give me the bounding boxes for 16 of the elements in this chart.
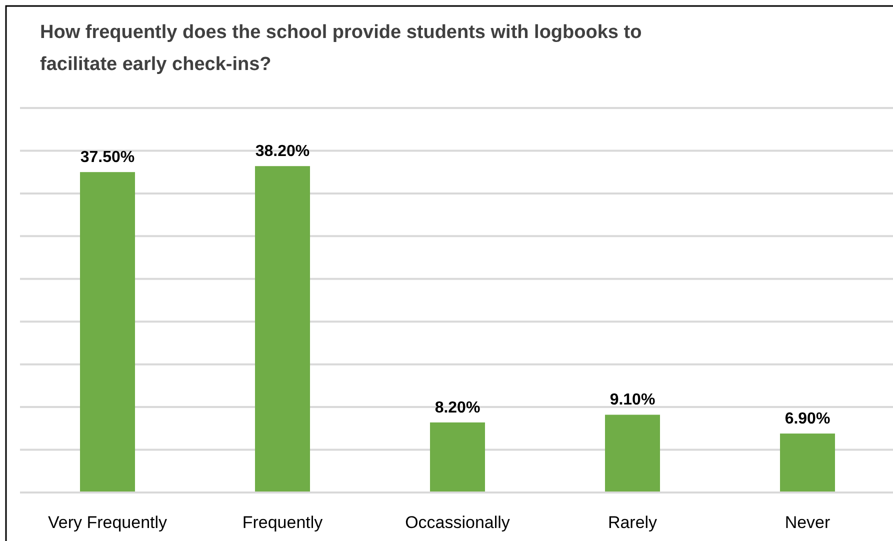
bar [430,422,485,492]
bar [255,166,310,492]
data-label: 8.20% [434,399,480,416]
x-tick-label: Very Frequently [48,513,168,532]
x-tick-label: Never [784,513,831,532]
bar [80,172,135,492]
chart-title: How frequently does the school provide students with logbooks to facilitate early check-ins? [40,22,642,75]
x-tick-label: Frequently [242,513,324,532]
bar [780,434,835,492]
data-label: 9.10% [610,392,656,409]
x-tick-label: Occassionally [405,513,510,532]
bar [605,414,660,492]
data-label: 6.90% [784,410,830,428]
x-tick-label: Rarely [608,513,658,532]
data-label: 37.50% [80,149,135,166]
data-label: 38.20% [255,143,310,160]
